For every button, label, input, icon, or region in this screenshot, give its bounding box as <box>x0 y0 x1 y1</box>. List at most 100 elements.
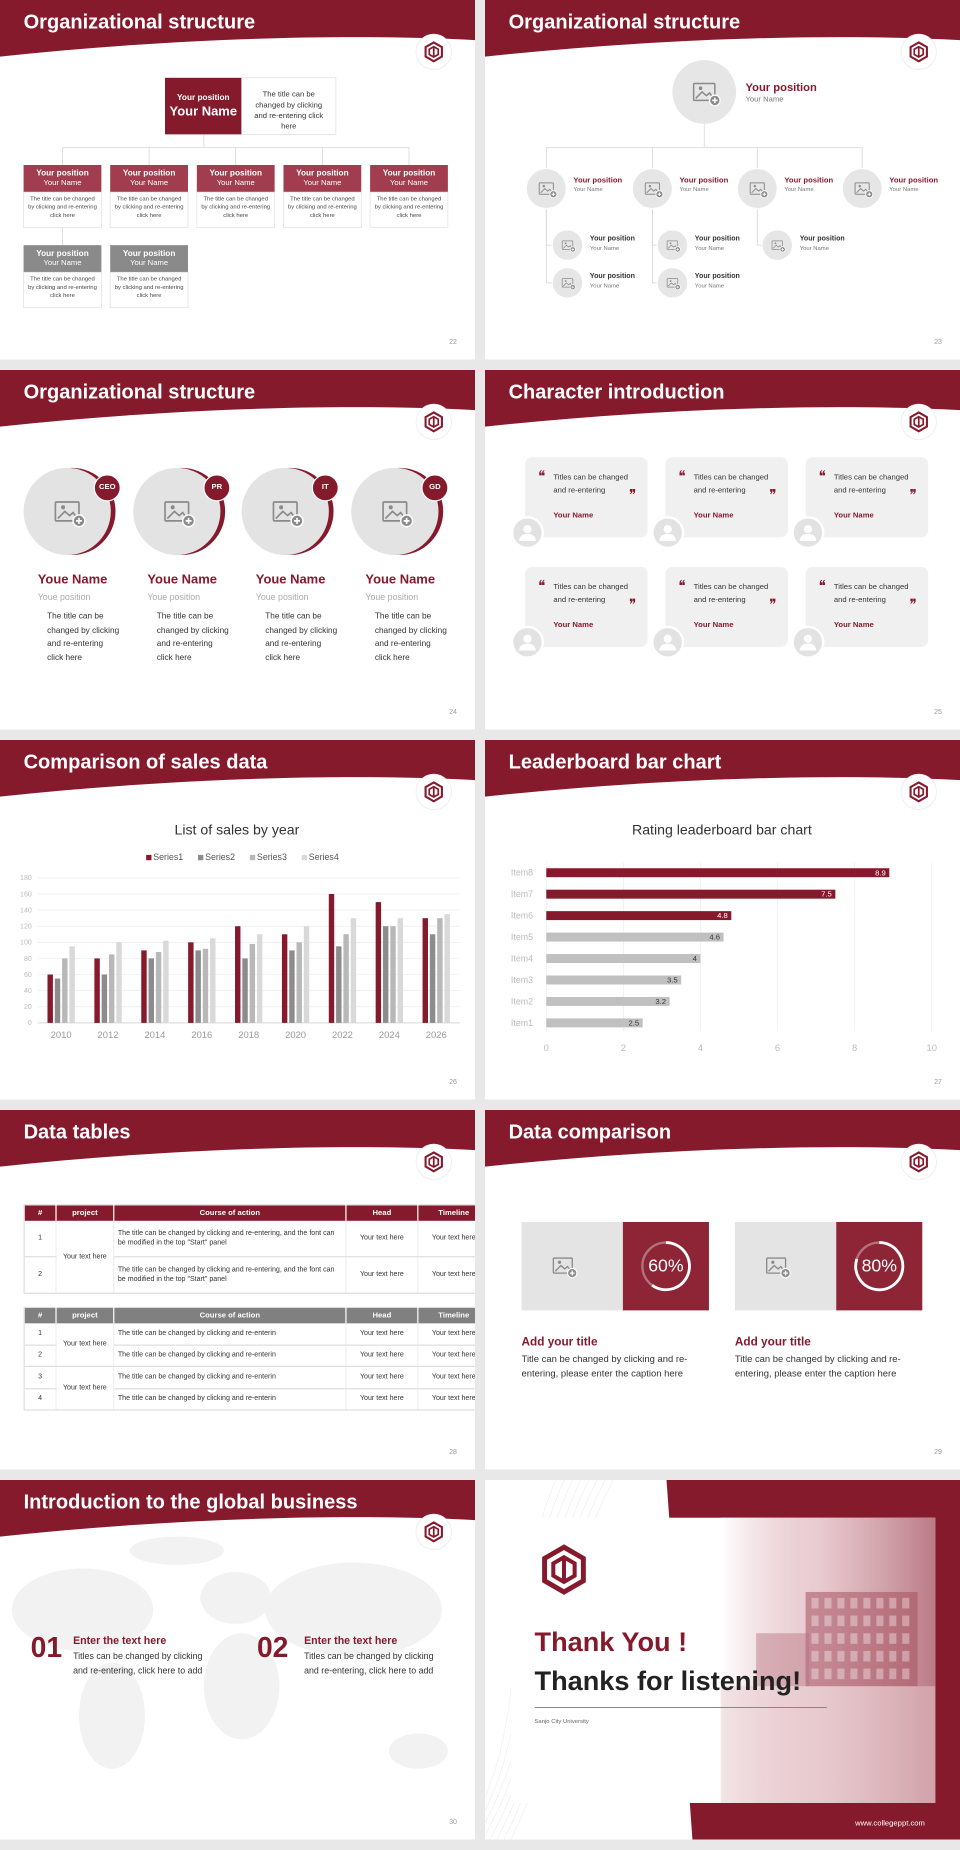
quote-card <box>525 457 648 538</box>
page-number: 22 <box>449 339 457 347</box>
bar <box>546 954 701 964</box>
badge <box>421 474 449 502</box>
header-cell: project <box>55 1307 115 1324</box>
y-tick-label: Item3 <box>511 975 533 985</box>
map-shape <box>203 1633 280 1740</box>
card-position: Your position <box>382 169 436 178</box>
building-window <box>876 1650 884 1662</box>
image-icon <box>712 97 718 104</box>
subnode-name: Your Name <box>589 245 620 253</box>
person-position: Youe position <box>147 591 201 603</box>
bar <box>210 938 216 1023</box>
card-header <box>23 165 102 193</box>
legend-swatch <box>249 854 256 861</box>
head-name: Your Name <box>745 95 784 104</box>
image-icon <box>166 510 187 520</box>
y-tick-label: Item2 <box>511 996 533 1006</box>
logo-mark <box>909 781 928 803</box>
card-name: Your Name <box>389 179 429 188</box>
item-text: Title can be changed by clicking and re-… <box>734 1353 901 1379</box>
page-number: 29 <box>934 1449 942 1457</box>
building-window <box>876 1615 884 1627</box>
header-cell: # <box>24 1204 57 1221</box>
card-text: The title can be changed by clicking and… <box>114 275 184 299</box>
image-icon <box>561 240 574 250</box>
badge-label: PR <box>211 483 223 492</box>
logo-mark <box>424 411 443 433</box>
building-window <box>876 1597 884 1609</box>
person-text: The title can be changed by clicking and… <box>265 612 338 662</box>
node-name: Your Name <box>679 186 709 194</box>
cell-timeline: Your text here <box>417 1366 475 1389</box>
card-body <box>196 191 275 228</box>
photo <box>241 467 329 556</box>
image-icon <box>554 1264 571 1272</box>
card-position: Your position <box>122 249 176 259</box>
building-window <box>863 1650 871 1662</box>
person-name: Youe Name <box>255 572 326 587</box>
slide-graphics <box>0 1110 475 1181</box>
y-tick-label: 160 <box>20 891 32 898</box>
slide-graphics <box>485 370 960 659</box>
building-window <box>863 1597 871 1609</box>
building-window <box>824 1650 832 1662</box>
slide: Thank You ! Thanks for listening! Sanjo Ci… <box>485 1480 960 1840</box>
bar <box>54 978 61 1023</box>
cell-head: Your text here <box>345 1256 419 1294</box>
image-icon <box>751 187 764 194</box>
image-icon <box>753 184 756 188</box>
image-icon <box>766 1257 787 1274</box>
building-window <box>863 1633 871 1644</box>
person-text: The title can be changed by clicking and… <box>374 612 447 662</box>
node-photo <box>736 167 778 210</box>
ring-value <box>854 1241 905 1292</box>
header-row: # project Course of action Head Timeline <box>24 1307 475 1324</box>
image-icon <box>666 240 679 250</box>
bar <box>444 914 450 1023</box>
avatar-icon <box>523 524 532 534</box>
image-icon <box>185 517 192 524</box>
quote-mark <box>679 579 685 585</box>
ring-label: 60% <box>648 1255 684 1276</box>
legend-swatch <box>301 854 308 861</box>
quote-mark <box>770 489 776 495</box>
y-tick-label: 100 <box>20 940 32 947</box>
building-window <box>850 1597 858 1609</box>
badge-label: IT <box>321 483 329 492</box>
image-icon <box>561 278 574 288</box>
quote-name: Your Name <box>833 621 874 630</box>
logo-mark <box>428 785 440 799</box>
bar <box>382 926 389 1023</box>
cell-course: The title can be changed by clicking and… <box>113 1220 347 1258</box>
cell-timeline: Your text here <box>417 1323 475 1346</box>
subnode-photo <box>656 266 689 299</box>
image-icon <box>571 285 575 289</box>
slide-title: Introduction to the global business <box>23 1490 358 1514</box>
image-icon <box>749 182 765 195</box>
header-cell: Course of action <box>113 1307 347 1324</box>
slide-graphics <box>0 370 475 556</box>
avatar-icon <box>799 533 817 541</box>
image-icon <box>867 192 872 197</box>
bar <box>390 926 396 1023</box>
university: Sanjo City University <box>534 1718 589 1726</box>
subnode-position: Your position <box>694 273 740 281</box>
image-icon <box>692 82 716 102</box>
value-label: 2.5 <box>628 1018 639 1027</box>
building-window <box>863 1668 871 1680</box>
image-icon <box>272 501 298 522</box>
bar <box>437 918 443 1023</box>
image-icon <box>646 187 659 194</box>
person-name: Youe Name <box>147 572 217 587</box>
image-icon <box>76 517 82 524</box>
quote-name: Your Name <box>693 511 734 520</box>
card-header <box>370 165 448 193</box>
bar <box>546 889 836 899</box>
image-icon <box>540 187 553 194</box>
subnode-photo <box>551 229 584 262</box>
bar <box>195 950 201 1023</box>
x-tick-label: 2022 <box>332 1029 353 1040</box>
map-shape <box>388 1733 448 1769</box>
thanks-title: Thank You ! <box>534 1626 688 1657</box>
cell-course: The title can be changed by clicking and… <box>113 1323 347 1346</box>
